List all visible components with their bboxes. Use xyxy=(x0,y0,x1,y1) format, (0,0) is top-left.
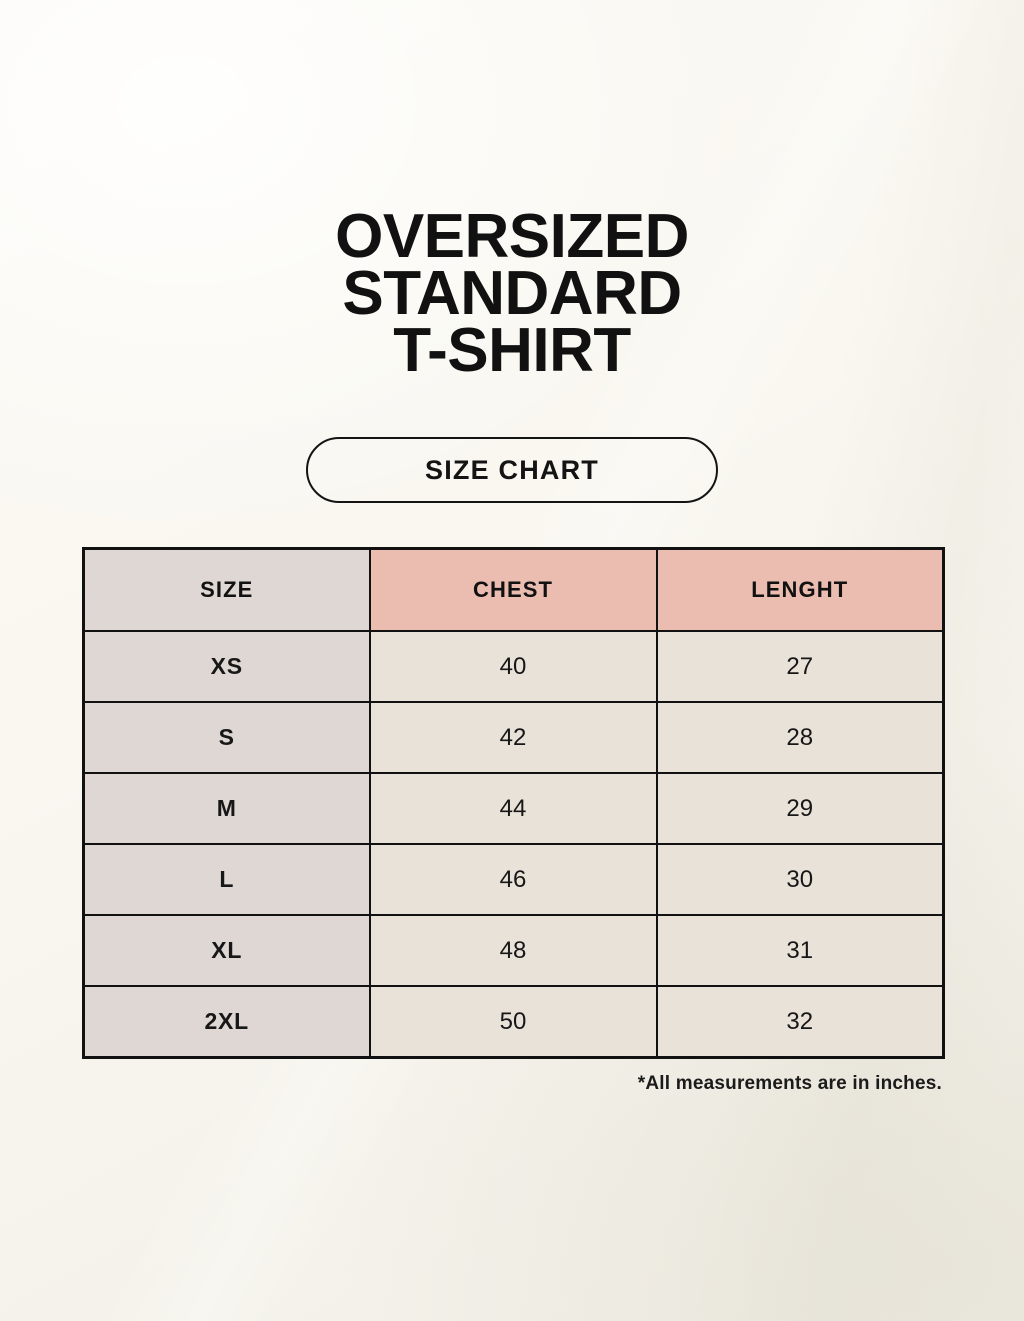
cell-size: XS xyxy=(82,630,371,703)
table-row: L 46 30 xyxy=(82,843,945,916)
cell-size: 2XL xyxy=(82,985,371,1059)
table-row: S 42 28 xyxy=(82,701,945,774)
table-row: XS 40 27 xyxy=(82,630,945,703)
cell-length: 31 xyxy=(655,914,945,987)
size-table-wrap: SIZE CHEST LENGHT XS 40 27 S 42 28 M xyxy=(82,547,945,1059)
size-chart-badge-wrap: SIZE CHART xyxy=(0,437,1024,503)
cell-length: 32 xyxy=(655,985,945,1059)
column-header-length: LENGHT xyxy=(655,547,945,632)
cell-size: L xyxy=(82,843,371,916)
size-table-head: SIZE CHEST LENGHT xyxy=(82,547,945,632)
column-header-size: SIZE xyxy=(82,547,371,632)
cell-length: 29 xyxy=(655,772,945,845)
table-row: XL 48 31 xyxy=(82,914,945,987)
cell-chest: 46 xyxy=(368,843,658,916)
cell-chest: 50 xyxy=(368,985,658,1059)
title-line-1: OVERSIZED xyxy=(335,202,689,271)
title-line-3: T-SHIRT xyxy=(393,316,631,385)
cell-length: 28 xyxy=(655,701,945,774)
column-header-chest: CHEST xyxy=(368,547,658,632)
cell-size: S xyxy=(82,701,371,774)
size-chart-page: OVERSIZED STANDARD T-SHIRT SIZE CHART SI… xyxy=(0,0,1024,1094)
table-header-row: SIZE CHEST LENGHT xyxy=(82,547,945,632)
cell-size: XL xyxy=(82,914,371,987)
size-table-body: XS 40 27 S 42 28 M 44 29 L 46 30 xyxy=(82,630,945,1059)
table-row: 2XL 50 32 xyxy=(82,985,945,1059)
cell-chest: 44 xyxy=(368,772,658,845)
size-chart-badge-label: SIZE CHART xyxy=(425,454,599,485)
table-row: M 44 29 xyxy=(82,772,945,845)
size-chart-badge: SIZE CHART xyxy=(306,437,718,503)
cell-chest: 40 xyxy=(368,630,658,703)
title-line-2: STANDARD xyxy=(342,259,682,328)
page-title: OVERSIZED STANDARD T-SHIRT xyxy=(0,0,1024,385)
cell-chest: 48 xyxy=(368,914,658,987)
cell-length: 30 xyxy=(655,843,945,916)
cell-chest: 42 xyxy=(368,701,658,774)
cell-size: M xyxy=(82,772,371,845)
measurements-footnote: *All measurements are in inches. xyxy=(637,1073,942,1094)
cell-length: 27 xyxy=(655,630,945,703)
size-table: SIZE CHEST LENGHT XS 40 27 S 42 28 M xyxy=(82,547,945,1059)
